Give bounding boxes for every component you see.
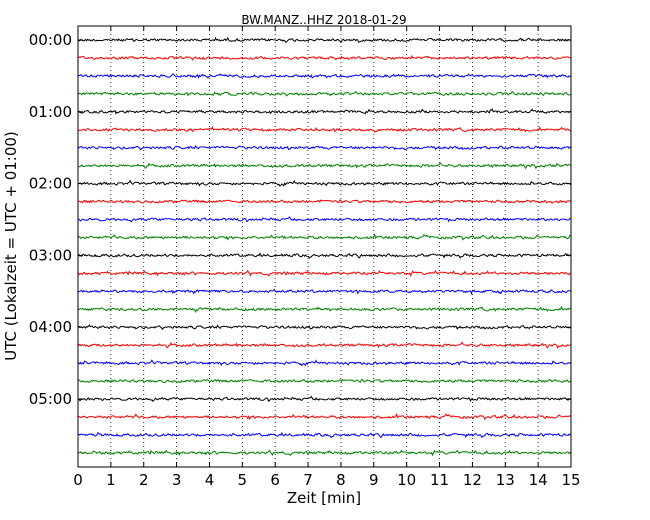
trace-row — [77, 108, 572, 115]
trace-row — [77, 252, 572, 259]
trace-row — [77, 324, 572, 331]
x-tick-label: 1 — [106, 471, 116, 489]
x-tick-label: 11 — [430, 471, 449, 489]
trace-row — [77, 431, 572, 439]
x-tick-label: 9 — [369, 471, 379, 489]
x-tick-label: 15 — [561, 471, 580, 489]
trace-row — [77, 54, 572, 61]
chart-title: BW.MANZ..HHZ 2018-01-29 — [241, 13, 406, 27]
trace-row — [77, 378, 572, 384]
plot-frame — [77, 25, 572, 468]
x-tick-label: 5 — [238, 471, 248, 489]
y-axis: 00:00 01:00 02:00 03:00 04:00 05:00 — [29, 31, 571, 408]
x-tick-label: 2 — [139, 471, 149, 489]
y-tick-label: 02:00 — [29, 175, 72, 193]
x-tick-label: 6 — [270, 471, 280, 489]
x-tick-label: 7 — [303, 471, 313, 489]
y-tick-label: 04:00 — [29, 318, 72, 336]
y-tick-label: 03:00 — [29, 246, 72, 264]
trace-row — [77, 305, 572, 313]
trace-row — [77, 449, 572, 457]
trace-row — [77, 126, 572, 133]
trace-row — [77, 73, 572, 80]
y-axis-label: UTC (Lokalzeit = UTC + 01:00) — [2, 131, 20, 361]
x-tick-label: 13 — [496, 471, 515, 489]
trace-row — [77, 412, 572, 421]
trace-row — [77, 36, 572, 44]
x-axis: 0 1 2 3 4 5 6 7 8 9 10 11 12 13 14 15 — [73, 26, 581, 489]
x-tick-label: 4 — [205, 471, 215, 489]
x-tick-label: 3 — [172, 471, 182, 489]
y-tick-label: 05:00 — [29, 390, 72, 408]
trace-row — [77, 90, 572, 97]
seismic-traces — [77, 36, 572, 457]
x-tick-label: 8 — [336, 471, 346, 489]
trace-row — [77, 162, 572, 170]
trace-row — [77, 144, 572, 151]
x-tick-label: 10 — [397, 471, 416, 489]
trace-row — [77, 199, 572, 204]
trace-row — [77, 233, 572, 241]
y-tick-label: 00:00 — [29, 31, 72, 49]
x-tick-label: 12 — [463, 471, 482, 489]
x-tick-label: 0 — [73, 471, 83, 489]
trace-row — [77, 216, 572, 223]
x-axis-label: Zeit [min] — [287, 489, 361, 507]
trace-row — [77, 395, 572, 403]
trace-row — [77, 359, 572, 367]
trace-row — [77, 269, 572, 277]
grid-lines — [110, 26, 539, 467]
x-tick-label: 14 — [529, 471, 548, 489]
y-tick-label: 01:00 — [29, 103, 72, 121]
trace-row — [77, 341, 572, 349]
trace-row — [77, 288, 572, 296]
trace-row — [77, 179, 572, 187]
